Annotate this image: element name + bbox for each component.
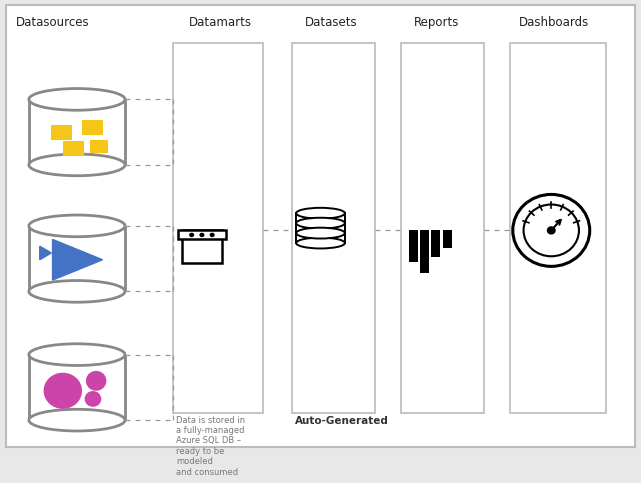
Ellipse shape (29, 154, 125, 176)
Text: Dashboards: Dashboards (519, 16, 590, 29)
Ellipse shape (513, 195, 590, 266)
FancyBboxPatch shape (51, 125, 72, 140)
FancyBboxPatch shape (90, 140, 108, 153)
Text: Datamarts: Datamarts (189, 16, 252, 29)
Text: Reports: Reports (413, 16, 459, 29)
Ellipse shape (210, 233, 215, 237)
FancyBboxPatch shape (401, 43, 484, 413)
Polygon shape (53, 240, 103, 280)
FancyBboxPatch shape (82, 120, 103, 135)
Ellipse shape (29, 344, 125, 366)
FancyBboxPatch shape (409, 230, 418, 262)
FancyBboxPatch shape (296, 223, 345, 233)
Ellipse shape (86, 371, 106, 391)
Ellipse shape (296, 218, 345, 228)
Ellipse shape (29, 409, 125, 431)
Ellipse shape (296, 208, 345, 219)
FancyBboxPatch shape (443, 230, 452, 248)
FancyBboxPatch shape (431, 230, 440, 256)
Ellipse shape (29, 88, 125, 110)
FancyBboxPatch shape (296, 233, 345, 243)
Ellipse shape (524, 204, 579, 256)
Ellipse shape (189, 233, 194, 237)
FancyBboxPatch shape (420, 230, 429, 273)
Ellipse shape (547, 226, 556, 235)
FancyBboxPatch shape (510, 43, 606, 413)
FancyBboxPatch shape (182, 230, 222, 263)
Text: Data is stored in
a fully-managed
Azure SQL DB –
ready to be
modeled
and consume: Data is stored in a fully-managed Azure … (176, 415, 246, 477)
FancyBboxPatch shape (29, 355, 125, 420)
Ellipse shape (44, 373, 82, 409)
FancyBboxPatch shape (292, 43, 375, 413)
Ellipse shape (296, 238, 345, 248)
FancyBboxPatch shape (173, 43, 263, 413)
FancyBboxPatch shape (178, 230, 226, 240)
Ellipse shape (29, 215, 125, 237)
FancyBboxPatch shape (29, 226, 125, 291)
Text: Datasets: Datasets (304, 16, 357, 29)
FancyBboxPatch shape (296, 213, 345, 223)
Ellipse shape (85, 391, 101, 407)
FancyBboxPatch shape (63, 141, 84, 156)
Ellipse shape (199, 233, 204, 237)
Polygon shape (40, 246, 51, 260)
FancyBboxPatch shape (29, 99, 125, 165)
Ellipse shape (29, 281, 125, 302)
Text: Datasources: Datasources (16, 16, 90, 29)
Text: Auto-Generated: Auto-Generated (295, 415, 388, 426)
Ellipse shape (296, 227, 345, 239)
FancyBboxPatch shape (6, 4, 635, 447)
